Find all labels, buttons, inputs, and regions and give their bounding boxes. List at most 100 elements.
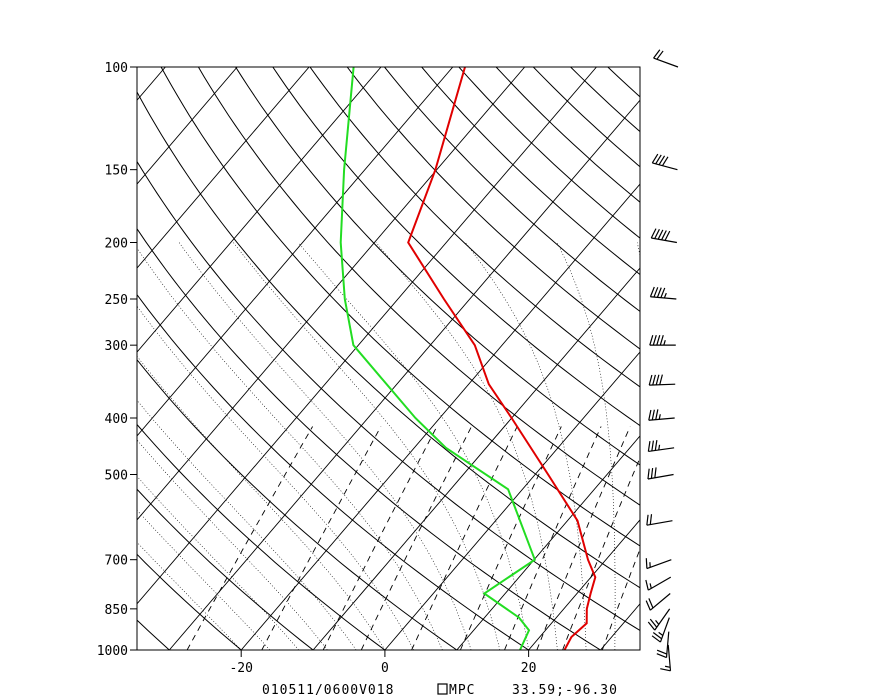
wind-barb — [656, 631, 670, 659]
isotherm — [456, 435, 640, 650]
wind-barb-flag — [650, 467, 654, 479]
footer-location: 33.59;-96.30 — [512, 683, 618, 697]
dry-adiabat — [570, 67, 640, 133]
dry-adiabat — [0, 67, 98, 650]
wind-barb-flag — [655, 374, 660, 386]
wind-barb-half-flag — [663, 339, 666, 346]
moist-adiabat — [137, 399, 357, 650]
pressure-tick-label: 250 — [105, 293, 128, 308]
wind-barb — [645, 593, 671, 611]
wind-barb-flag — [664, 230, 671, 241]
wind-barb-flag — [649, 334, 654, 346]
isotherm — [137, 67, 454, 437]
moist-adiabat — [233, 242, 501, 650]
dry-adiabat — [137, 90, 640, 589]
wind-barb-flag — [659, 334, 664, 346]
wind-barb-shaft — [649, 383, 676, 386]
mixing-ratio-line — [536, 426, 631, 650]
moist-adiabat — [672, 243, 702, 651]
temperature-axis: -20 0 20 — [229, 650, 536, 676]
wind-barb — [648, 374, 676, 386]
wind-barb — [660, 644, 672, 672]
wind-barb-half-flag — [658, 631, 664, 636]
isotherm — [240, 183, 640, 650]
temperature-tick-label: 20 — [521, 661, 537, 676]
dry-adiabat — [309, 67, 640, 388]
pressure-tick-label: 850 — [105, 603, 128, 618]
mixing-ratio-line — [360, 426, 472, 650]
wind-barb-flag — [645, 558, 648, 569]
wind-barb — [647, 467, 674, 480]
wind-barb-flag — [651, 440, 655, 452]
pressure-tick-label: 100 — [105, 61, 128, 76]
temperature-tick-label: 0 — [381, 661, 389, 676]
dry-adiabat — [421, 67, 640, 276]
wind-barb-flag — [650, 228, 657, 239]
wind-barb — [653, 49, 679, 68]
wind-barb-flag — [654, 440, 658, 451]
wind-barb-flag — [648, 374, 653, 386]
isotherm — [137, 67, 238, 185]
dry-adiabat — [137, 488, 314, 650]
wind-barb-flag — [651, 409, 655, 421]
wind-barb-flag — [655, 409, 659, 420]
wind-barb-shaft — [665, 631, 670, 658]
wind-barb-flag — [647, 441, 651, 452]
dry-adiabat — [682, 67, 896, 650]
wind-barb-flag — [655, 154, 662, 165]
wind-barb — [647, 608, 671, 631]
wind-barb-shaft — [648, 417, 675, 421]
mixing-ratio-line — [411, 426, 518, 650]
wind-barb-flag — [654, 467, 657, 478]
dry-adiabat — [272, 67, 640, 427]
profiles — [339, 67, 597, 650]
wind-barb-flag — [656, 287, 662, 298]
wind-barb-flag — [647, 468, 650, 480]
dry-adiabat — [607, 67, 640, 98]
isotherm — [600, 603, 640, 650]
mixing-ratio-line — [504, 426, 602, 650]
wind-barb-shaft — [647, 576, 672, 591]
mixing-ratio-line — [322, 426, 438, 650]
wind-barb-flag — [656, 649, 668, 655]
wind-barb-shaft — [653, 57, 679, 68]
pressure-tick-label: 500 — [105, 468, 128, 483]
isotherm — [137, 67, 166, 101]
pressure-tick-label: 400 — [105, 412, 128, 427]
dry-adiabat — [384, 67, 640, 313]
mixing-ratio-line — [459, 426, 562, 650]
pressure-tick-label: 200 — [105, 237, 128, 252]
wind-barb-flag — [651, 153, 659, 164]
wind-barb-flag — [648, 409, 652, 421]
dry-adiabat — [458, 67, 640, 239]
dry-adiabat — [235, 67, 640, 466]
wind-barb-shaft — [646, 520, 673, 526]
dry-adiabat — [495, 67, 640, 203]
background-lines — [0, 67, 896, 651]
wind-barb-shaft — [648, 447, 675, 453]
pressure-tick-label: 700 — [105, 554, 128, 569]
wind-barb-flag — [654, 228, 660, 239]
dry-adiabat — [137, 358, 458, 650]
dry-adiabat — [197, 67, 640, 506]
wind-barb-shaft — [652, 162, 678, 171]
wind-barb-half-flag — [649, 583, 652, 589]
wind-barb-shaft — [646, 559, 672, 570]
wind-barb-shaft — [654, 608, 671, 631]
wind-barb-flag — [657, 229, 664, 240]
dewpoint-line — [339, 67, 537, 650]
wind-barb-shaft — [649, 593, 671, 611]
mixing-ratio-line — [186, 426, 313, 650]
isotherm — [0, 67, 22, 650]
temperature-line — [407, 67, 597, 650]
wind-barb-flag — [648, 598, 654, 609]
isotherm — [0, 67, 94, 650]
dry-adiabat — [532, 67, 640, 168]
isotherm — [744, 67, 896, 650]
mixing-ratio-line — [261, 426, 382, 650]
footer-source: MPC — [449, 683, 475, 697]
dry-adiabat — [137, 227, 601, 650]
pressure-tick-label: 150 — [105, 164, 128, 179]
wind-barb-half-flag — [658, 414, 661, 420]
moist-adiabat — [137, 475, 299, 650]
